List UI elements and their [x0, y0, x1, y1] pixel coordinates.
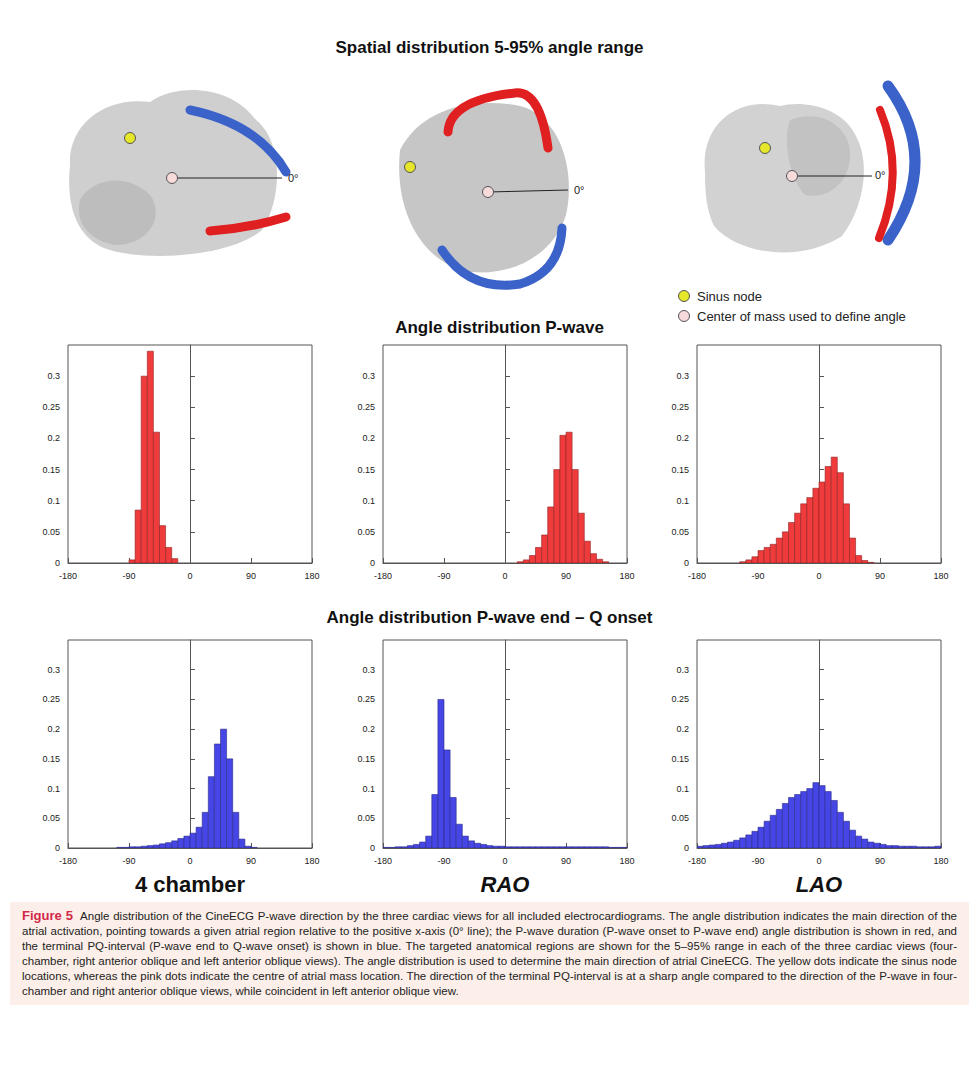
svg-text:0.05: 0.05 — [357, 527, 375, 537]
svg-text:0.25: 0.25 — [42, 402, 60, 412]
svg-text:0.05: 0.05 — [671, 527, 689, 537]
svg-text:90: 90 — [246, 856, 256, 866]
svg-text:0: 0 — [684, 843, 689, 853]
svg-text:0.05: 0.05 — [671, 813, 689, 823]
svg-text:0.1: 0.1 — [47, 496, 60, 506]
svg-text:Sinus node: Sinus node — [697, 289, 762, 304]
svg-text:0.25: 0.25 — [42, 694, 60, 704]
svg-text:0.1: 0.1 — [362, 496, 375, 506]
svg-text:0.2: 0.2 — [47, 433, 60, 443]
svg-text:0.3: 0.3 — [362, 665, 375, 675]
svg-text:-180: -180 — [374, 856, 392, 866]
svg-text:0.25: 0.25 — [671, 694, 689, 704]
svg-text:-180: -180 — [59, 856, 77, 866]
svg-text:-180: -180 — [688, 856, 706, 866]
svg-text:-180: -180 — [374, 571, 392, 581]
svg-text:-90: -90 — [122, 856, 135, 866]
svg-text:0: 0 — [370, 843, 375, 853]
svg-text:90: 90 — [246, 571, 256, 581]
svg-text:0°: 0° — [574, 184, 585, 196]
svg-text:Center of mass used to define: Center of mass used to define angle — [697, 309, 906, 324]
svg-text:0.15: 0.15 — [42, 465, 60, 475]
svg-text:0.15: 0.15 — [357, 754, 375, 764]
svg-text:-180: -180 — [59, 571, 77, 581]
svg-text:0.2: 0.2 — [676, 433, 689, 443]
svg-text:0: 0 — [187, 571, 192, 581]
svg-text:90: 90 — [875, 856, 885, 866]
svg-text:0°: 0° — [875, 169, 886, 181]
svg-text:0.25: 0.25 — [357, 402, 375, 412]
svg-text:0.2: 0.2 — [676, 724, 689, 734]
svg-text:0.2: 0.2 — [362, 724, 375, 734]
html-text:4 chamber: 4 chamber — [135, 872, 245, 897]
svg-text:90: 90 — [875, 571, 885, 581]
svg-text:0.05: 0.05 — [42, 813, 60, 823]
svg-text:0°: 0° — [288, 172, 299, 184]
svg-text:0.05: 0.05 — [42, 527, 60, 537]
svg-text:-90: -90 — [122, 571, 135, 581]
svg-text:-180: -180 — [688, 571, 706, 581]
svg-text:0.15: 0.15 — [42, 754, 60, 764]
svg-text:0: 0 — [816, 571, 821, 581]
svg-text:180: 180 — [304, 856, 319, 866]
svg-text:-90: -90 — [437, 856, 450, 866]
svg-text:0.25: 0.25 — [671, 402, 689, 412]
svg-text:90: 90 — [561, 571, 571, 581]
svg-text:0.25: 0.25 — [357, 694, 375, 704]
svg-text:0.1: 0.1 — [362, 784, 375, 794]
svg-text:0.3: 0.3 — [47, 371, 60, 381]
svg-text:0.15: 0.15 — [671, 754, 689, 764]
svg-text:180: 180 — [304, 571, 319, 581]
svg-text:0: 0 — [187, 856, 192, 866]
svg-text:180: 180 — [619, 856, 634, 866]
svg-text:0: 0 — [55, 843, 60, 853]
svg-text:180: 180 — [933, 571, 948, 581]
svg-text:0.1: 0.1 — [676, 496, 689, 506]
html-text:Angle distribution P-wave end: Angle distribution P-wave end – Q onset — [326, 608, 653, 627]
svg-text:0.3: 0.3 — [676, 371, 689, 381]
svg-text:-90: -90 — [751, 856, 764, 866]
svg-text:0.2: 0.2 — [362, 433, 375, 443]
svg-text:0: 0 — [370, 558, 375, 568]
svg-text:180: 180 — [619, 571, 634, 581]
svg-text:-90: -90 — [751, 571, 764, 581]
svg-text:90: 90 — [561, 856, 571, 866]
svg-text:0.3: 0.3 — [676, 665, 689, 675]
html-text:Angle distribution P-wave: Angle distribution P-wave — [395, 318, 604, 337]
svg-text:0.3: 0.3 — [362, 371, 375, 381]
html-text:Figure 5 Angle distribution of: Figure 5 Angle distribution of the CineE… — [22, 908, 957, 997]
html-text:Spatial distribution 5-95% ang: Spatial distribution 5-95% angle range — [335, 38, 644, 57]
svg-text:0.15: 0.15 — [357, 465, 375, 475]
svg-text:0.2: 0.2 — [47, 724, 60, 734]
svg-text:0.1: 0.1 — [676, 784, 689, 794]
svg-text:0: 0 — [55, 558, 60, 568]
svg-text:0: 0 — [684, 558, 689, 568]
svg-text:0: 0 — [816, 856, 821, 866]
html-text:LAO: LAO — [795, 872, 843, 897]
html-text:RAO: RAO — [480, 872, 530, 897]
svg-text:-90: -90 — [437, 571, 450, 581]
svg-text:180: 180 — [933, 856, 948, 866]
svg-text:0: 0 — [502, 856, 507, 866]
svg-text:0.3: 0.3 — [47, 665, 60, 675]
svg-text:0: 0 — [502, 571, 507, 581]
svg-text:0.1: 0.1 — [47, 784, 60, 794]
svg-text:0.15: 0.15 — [671, 465, 689, 475]
svg-text:0.05: 0.05 — [357, 813, 375, 823]
